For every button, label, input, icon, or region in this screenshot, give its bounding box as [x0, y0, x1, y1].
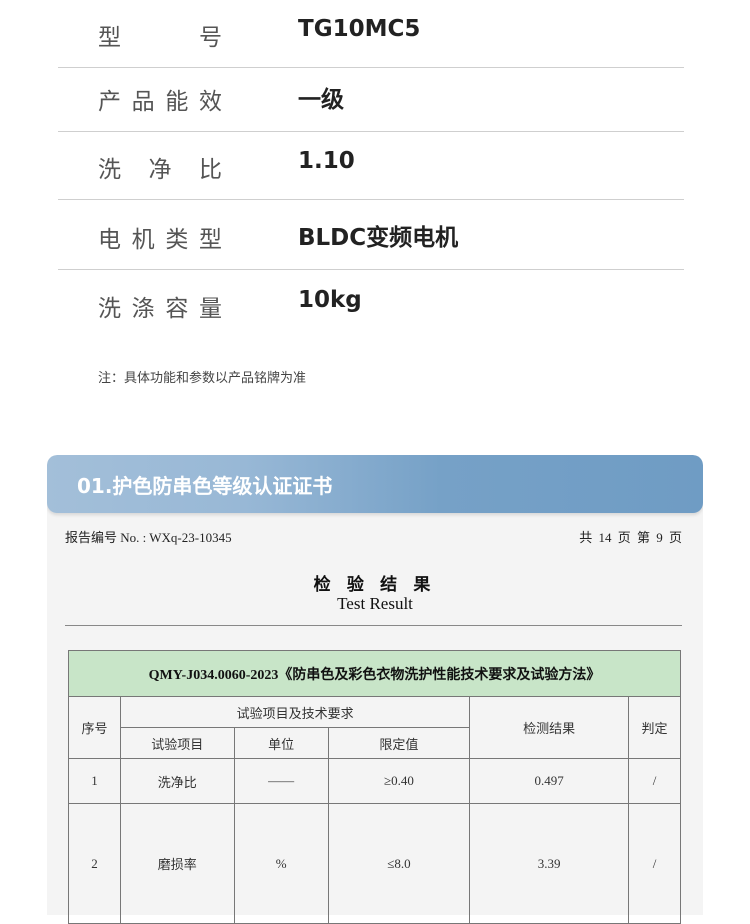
cell-no: 1	[68, 758, 121, 804]
spec-value: 1.10	[298, 148, 355, 174]
spec-value: BLDC变频电机	[298, 225, 459, 251]
spec-label: 型号	[98, 25, 228, 51]
cell-item: 磨损率	[119, 803, 235, 924]
cell-verdict: /	[628, 758, 681, 804]
note-text: 注：具体功能和参数以产品铭牌为准	[98, 371, 307, 386]
standard-title: QMY-J034.0060-2023《防串色及彩色衣物洗护性能技术要求及试验方法…	[68, 650, 681, 697]
table-row: 1 洗净比 —— ≥0.40 0.497/	[68, 758, 681, 804]
cell-unit: ——	[233, 758, 329, 804]
table-row: 2 磨损率% ≤8.0 3.39/	[68, 803, 681, 924]
cell-unit: %	[233, 803, 329, 924]
spec-label: 产品能效	[98, 89, 228, 115]
result-heading-en: Test Result	[337, 594, 413, 613]
divider	[65, 625, 682, 626]
cell-result: 3.39	[469, 803, 630, 924]
cell-no: 2	[68, 803, 121, 924]
report-number: 报告编号 No. : WXq-23-10345	[65, 530, 232, 545]
spec-label: 洗涤容量	[98, 296, 228, 322]
header-no: 序号	[68, 696, 121, 759]
cell-item: 洗净比	[119, 758, 235, 804]
spec-value: 一级	[298, 87, 344, 113]
page-indicator: 共 14 页 第 9 页	[579, 530, 682, 545]
result-table: QMY-J034.0060-2023《防串色及彩色衣物洗护性能技术要求及试验方法…	[68, 650, 681, 924]
spec-row-motor: 电机类型 BLDC变频电机	[58, 202, 684, 270]
header-unit: 单位	[233, 727, 329, 759]
header-result: 检测结果	[469, 696, 630, 759]
cell-verdict: /	[628, 803, 681, 924]
spec-row-efficiency: 产品能效 一级	[58, 64, 684, 132]
certificate-title: 01.护色防串色等级认证证书	[47, 455, 703, 513]
header-verdict: 判定	[628, 696, 681, 759]
spec-value: 10kg	[298, 287, 362, 313]
header-item: 试验项目	[119, 727, 235, 759]
spec-row-model: 型号 TG10MC5	[58, 0, 684, 68]
spec-row-capacity: 洗涤容量 10kg	[58, 271, 684, 339]
spec-label: 洗净比	[98, 157, 228, 183]
spec-value: TG10MC5	[298, 16, 421, 42]
cell-limit: ≤8.0	[327, 803, 471, 924]
spec-row-wash-ratio: 洗净比 1.10	[58, 132, 684, 200]
cell-result: 0.497	[469, 758, 630, 804]
cell-limit: ≥0.40	[327, 758, 471, 804]
header-limit: 限定值	[327, 727, 471, 759]
result-heading: 检 验 结 果	[313, 575, 437, 594]
spec-label: 电机类型	[98, 227, 228, 253]
header-group: 试验项目及技术要求	[119, 696, 471, 728]
